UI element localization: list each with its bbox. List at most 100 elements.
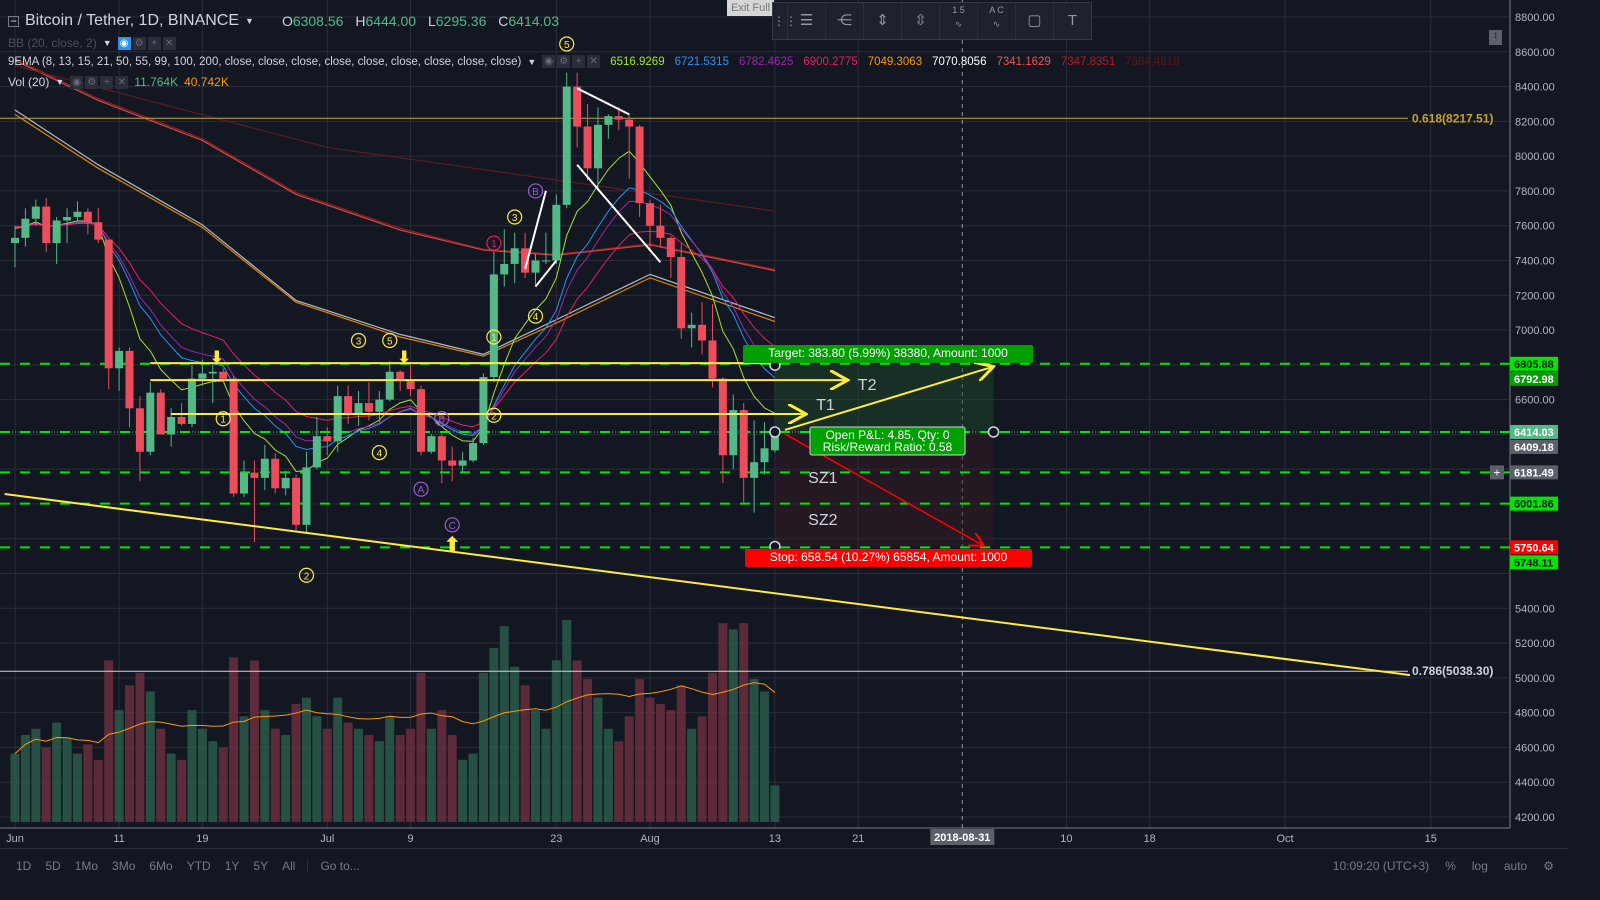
gear-icon[interactable]: ⚙ xyxy=(132,36,146,50)
plus-icon[interactable]: + xyxy=(572,55,586,68)
percent-toggle[interactable]: % xyxy=(1445,858,1456,873)
elliott-impulse-icon[interactable]: 1 5 ∿ xyxy=(939,3,977,39)
range-3mo[interactable]: 3Mo xyxy=(112,858,136,873)
volume-bar xyxy=(739,623,749,822)
bb-legend[interactable]: BB (20, close, 2) ▼ ◉ ⚙ + ✕ xyxy=(8,36,176,50)
gear-icon[interactable]: ⚙ xyxy=(1543,858,1554,873)
y-tick-label: 6600.00 xyxy=(1515,395,1555,407)
position-handle[interactable] xyxy=(769,426,781,438)
range-1y[interactable]: 1Y xyxy=(224,858,240,873)
candle-body xyxy=(531,260,540,273)
volume-label[interactable]: Vol (20) xyxy=(8,75,50,89)
arrow-down-icon: ⬇ xyxy=(397,349,410,366)
candle-body xyxy=(250,472,259,478)
plus-icon[interactable]: + xyxy=(100,75,114,89)
bb-label[interactable]: BB (20, close, 2) xyxy=(8,36,97,50)
candle-body xyxy=(604,116,613,125)
plus-icon[interactable]: + xyxy=(147,36,161,50)
gear-icon[interactable]: ⚙ xyxy=(85,75,99,89)
eye-icon[interactable]: ◉ xyxy=(542,55,556,68)
elliott-correction-icon[interactable]: A C ∿ xyxy=(977,3,1015,39)
add-alert-button[interactable] xyxy=(1490,465,1504,480)
close-icon[interactable]: ✕ xyxy=(115,75,129,89)
candle-body xyxy=(396,371,405,381)
volume-bar xyxy=(93,759,103,822)
target-box-text: Target: 383.80 (5.99%) 38380, Amount: 10… xyxy=(768,346,1008,360)
descending-trendline xyxy=(4,493,1411,677)
horizontal-lines-icon[interactable]: ☰ xyxy=(787,3,825,39)
wedge-line xyxy=(534,259,558,288)
candle-body xyxy=(593,124,602,169)
chevron-down-icon[interactable]: ▼ xyxy=(527,56,537,67)
candle-body xyxy=(229,378,238,494)
wave-label-circle xyxy=(486,407,502,423)
price-label: 6805.88 xyxy=(1514,359,1554,371)
log-toggle[interactable]: log xyxy=(1471,858,1488,873)
candle-body xyxy=(125,350,134,409)
volume-bar xyxy=(666,710,676,822)
price-label: 6414.03 xyxy=(1514,427,1554,439)
range-1mo[interactable]: 1Mo xyxy=(74,858,99,873)
ema-label[interactable]: 9EMA (8, 13, 15, 21, 50, 55, 99, 100, 20… xyxy=(8,55,522,68)
rectangle-icon[interactable]: ▢ xyxy=(1015,3,1053,39)
text-icon[interactable]: T xyxy=(1053,3,1091,39)
chevron-down-icon[interactable]: ▼ xyxy=(245,16,254,26)
volume-bar xyxy=(437,710,447,822)
range-5y[interactable]: 5Y xyxy=(253,858,269,873)
auto-toggle[interactable]: auto xyxy=(1503,858,1528,873)
wave-label-circle xyxy=(215,411,231,427)
candle-body xyxy=(94,222,103,240)
volume-ma-value: 40.742K xyxy=(184,75,229,89)
volume-bar xyxy=(249,660,259,822)
volume-bar xyxy=(395,734,405,822)
pitchfork-icon[interactable]: ⋲ xyxy=(825,3,863,39)
drag-handle-icon[interactable]: ⋮⋮ xyxy=(773,14,797,28)
price-label-bg xyxy=(1510,540,1558,555)
volume-bar xyxy=(20,734,30,822)
ema-legend[interactable]: 9EMA (8, 13, 15, 21, 50, 55, 99, 100, 20… xyxy=(8,55,1180,68)
eye-icon[interactable]: ◉ xyxy=(70,75,84,89)
collapse-icon[interactable]: − xyxy=(8,13,19,28)
candle-body xyxy=(73,211,82,217)
goto-button[interactable]: Go to... xyxy=(307,858,360,873)
y-tick-label: 8000.00 xyxy=(1515,151,1555,163)
eye-icon[interactable]: ◉ xyxy=(117,36,131,50)
candle-body xyxy=(11,237,19,244)
candle-body xyxy=(292,477,301,525)
close-icon[interactable]: ✕ xyxy=(162,36,176,50)
volume-bar xyxy=(687,728,697,822)
range-all[interactable]: All xyxy=(282,858,296,873)
close-icon[interactable]: ✕ xyxy=(587,55,601,68)
volume-bar xyxy=(322,728,332,822)
range-5d[interactable]: 5D xyxy=(45,858,61,873)
fib-retracement-icon[interactable]: ⇕ xyxy=(863,3,901,39)
exit-fullscreen-button[interactable]: Exit Full xyxy=(727,0,775,16)
candle-body xyxy=(760,448,769,463)
range-6mo[interactable]: 6Mo xyxy=(149,858,173,873)
range-1d[interactable]: 1D xyxy=(16,858,32,873)
range-ytd[interactable]: YTD xyxy=(186,858,211,873)
volume-bar xyxy=(364,734,374,822)
candle-body xyxy=(521,248,530,273)
chevron-down-icon[interactable]: ▼ xyxy=(102,38,112,48)
chevron-down-icon[interactable]: ▼ xyxy=(55,77,65,87)
price-label: 6181.49 xyxy=(1514,467,1554,479)
scale-toggle-icon[interactable]: ↕ xyxy=(1489,30,1502,45)
y-tick-label: 7600.00 xyxy=(1515,221,1555,233)
symbol-title[interactable]: Bitcoin / Tether, 1D, BINANCE xyxy=(25,12,240,29)
fib-extension-icon[interactable]: ⇳ xyxy=(901,3,939,39)
clock[interactable]: 10:09:20 (UTC+3) xyxy=(1332,858,1430,873)
zone-label: SZ2 xyxy=(808,512,837,529)
candle-body xyxy=(312,436,321,468)
volume-bar xyxy=(312,716,322,822)
volume-bar xyxy=(645,697,655,822)
wave-label-circle xyxy=(371,445,387,461)
volume-bar xyxy=(614,741,624,822)
volume-legend[interactable]: Vol (20) ▼ ◉ ⚙ + ✕ 11.764K 40.742K xyxy=(8,75,229,89)
gear-icon[interactable]: ⚙ xyxy=(557,55,571,68)
price-chart[interactable]: 4200.00 4400.00 4600.00 4800.00 5000.00 5200.… xyxy=(0,0,1568,882)
position-handle[interactable] xyxy=(987,426,1000,438)
volume-bar xyxy=(197,728,207,822)
price-label: 6792.98 xyxy=(1514,374,1554,386)
wave-label-circle xyxy=(527,308,544,324)
